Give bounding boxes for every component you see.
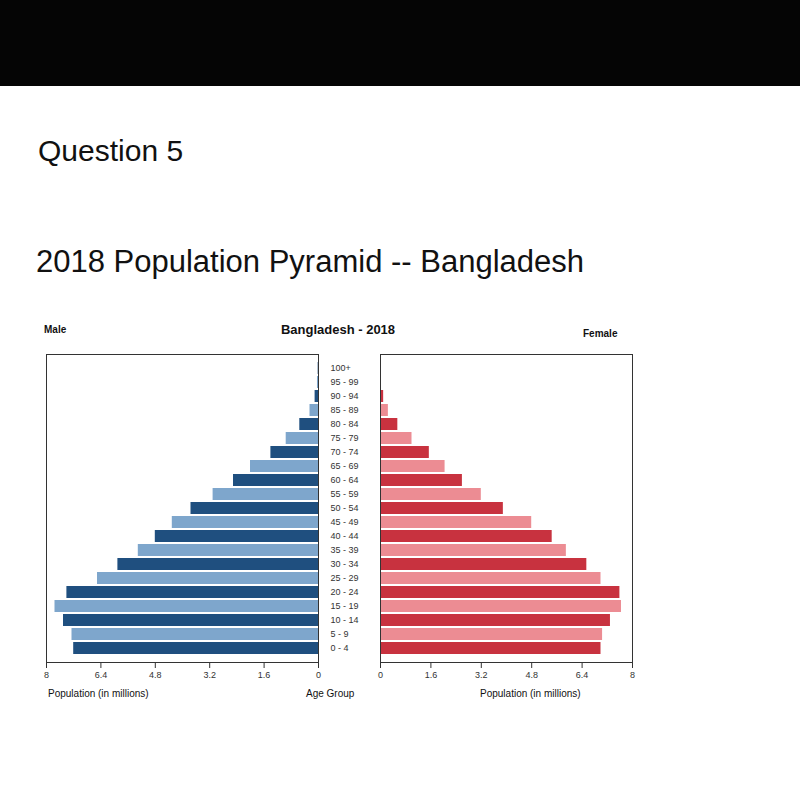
svg-text:6.4: 6.4: [576, 670, 589, 680]
svg-text:0: 0: [316, 670, 321, 680]
svg-text:1.6: 1.6: [258, 670, 271, 680]
html-text:2018 Population Pyramid -- Ban: 2018 Population Pyramid -- Bangladesh: [36, 244, 584, 279]
svg-text:15 - 19: 15 - 19: [331, 601, 359, 611]
svg-text:30 - 34: 30 - 34: [331, 559, 359, 569]
svg-text:85 - 89: 85 - 89: [331, 405, 359, 415]
svg-text:40 - 44: 40 - 44: [331, 531, 359, 541]
svg-text:60 - 64: 60 - 64: [331, 475, 359, 485]
svg-text:50 - 54: 50 - 54: [331, 503, 359, 513]
svg-text:4.8: 4.8: [525, 670, 538, 680]
svg-text:3.2: 3.2: [203, 670, 216, 680]
svg-text:4.8: 4.8: [149, 670, 162, 680]
svg-text:55 - 59: 55 - 59: [331, 489, 359, 499]
svg-text:0 - 4: 0 - 4: [331, 643, 349, 653]
svg-text:5 - 9: 5 - 9: [331, 629, 349, 639]
svg-text:8: 8: [630, 670, 635, 680]
svg-text:95 - 99: 95 - 99: [331, 377, 359, 387]
svg-text:8: 8: [44, 670, 49, 680]
svg-text:75 - 79: 75 - 79: [331, 433, 359, 443]
svg-text:100+: 100+: [331, 363, 351, 373]
svg-text:70 - 74: 70 - 74: [331, 447, 359, 457]
html-text:Question 5: Question 5: [38, 134, 184, 167]
svg-text:90 - 94: 90 - 94: [331, 391, 359, 401]
svg-text:0: 0: [378, 670, 383, 680]
svg-text:20 - 24: 20 - 24: [331, 587, 359, 597]
html-text:Age Group: Age Group: [306, 688, 355, 699]
svg-text:10 - 14: 10 - 14: [331, 615, 359, 625]
html-text:Population (in millions): Population (in millions): [480, 688, 581, 699]
html-text:Bangladesh - 2018: Bangladesh - 2018: [280, 322, 396, 337]
svg-text:45 - 49: 45 - 49: [331, 517, 359, 527]
svg-text:1.6: 1.6: [425, 670, 438, 680]
html-text:Population (in millions): Population (in millions): [48, 688, 149, 699]
svg-text:65 - 69: 65 - 69: [331, 461, 359, 471]
html-text:Female: Female: [583, 328, 618, 339]
svg-text:35 - 39: 35 - 39: [331, 545, 359, 555]
svg-text:3.2: 3.2: [475, 670, 488, 680]
svg-text:6.4: 6.4: [95, 670, 108, 680]
html-text:Male: Male: [44, 324, 67, 335]
svg-text:80 - 84: 80 - 84: [331, 419, 359, 429]
svg-text:25 - 29: 25 - 29: [331, 573, 359, 583]
